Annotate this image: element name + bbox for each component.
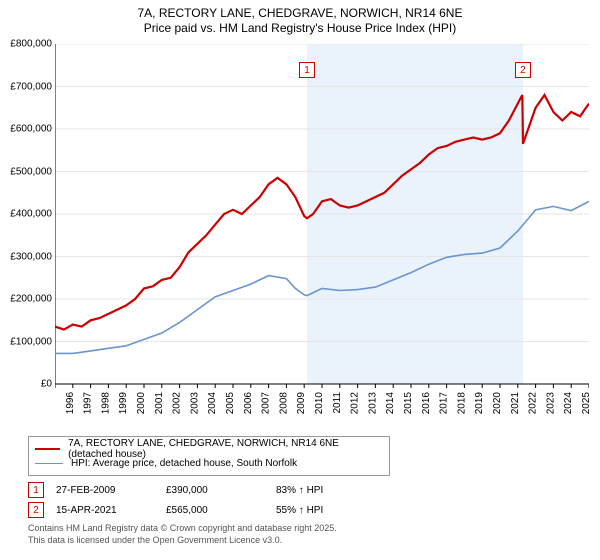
y-tick-label: £300,000 <box>0 251 52 262</box>
svg-text:2016: 2016 <box>421 392 432 414</box>
y-tick-label: £400,000 <box>0 209 52 220</box>
chart-marker-2: 2 <box>515 62 531 78</box>
legend-swatch <box>35 463 63 464</box>
svg-text:2003: 2003 <box>189 392 200 414</box>
marker-row: 1 27-FEB-2009£390,00083% ↑ HPI <box>28 482 588 498</box>
y-tick-label: £200,000 <box>0 294 52 305</box>
svg-text:2009: 2009 <box>296 392 307 414</box>
chart-area: 1995 1996 1997 1998 1999 2000 2001 2002 2003 2004… <box>55 44 589 414</box>
svg-text:1995: 1995 <box>55 392 58 414</box>
y-tick-label: £700,000 <box>0 81 52 92</box>
marker-number-box: 2 <box>28 502 44 518</box>
svg-text:2018: 2018 <box>456 392 467 414</box>
legend-swatch <box>35 448 60 450</box>
marker-pct: 83% ↑ HPI <box>276 485 386 496</box>
svg-text:2006: 2006 <box>243 392 254 414</box>
svg-text:2023: 2023 <box>545 392 556 414</box>
svg-text:2025: 2025 <box>581 392 589 414</box>
svg-text:1998: 1998 <box>100 392 111 414</box>
legend-label: 7A, RECTORY LANE, CHEDGRAVE, NORWICH, NR… <box>68 438 383 460</box>
svg-text:2008: 2008 <box>278 392 289 414</box>
svg-text:2007: 2007 <box>261 392 272 414</box>
svg-text:2022: 2022 <box>528 392 539 414</box>
svg-text:2019: 2019 <box>474 392 485 414</box>
svg-text:2005: 2005 <box>225 392 236 414</box>
svg-text:2004: 2004 <box>207 392 218 414</box>
marker-date: 15-APR-2021 <box>56 505 166 516</box>
marker-table: 1 27-FEB-2009£390,00083% ↑ HPI 2 15-APR-202… <box>28 482 588 518</box>
legend-row: 7A, RECTORY LANE, CHEDGRAVE, NORWICH, NR… <box>35 441 383 456</box>
marker-pct: 55% ↑ HPI <box>276 505 386 516</box>
svg-text:2011: 2011 <box>332 392 343 414</box>
svg-text:2020: 2020 <box>492 392 503 414</box>
legend-box: 7A, RECTORY LANE, CHEDGRAVE, NORWICH, NR… <box>28 436 390 476</box>
svg-text:2015: 2015 <box>403 392 414 414</box>
y-tick-label: £0 <box>0 379 52 390</box>
title-line-2: Price paid vs. HM Land Registry's House … <box>0 21 600 36</box>
marker-row: 2 15-APR-2021£565,00055% ↑ HPI <box>28 502 588 518</box>
svg-text:1997: 1997 <box>83 392 94 414</box>
title-block: 7A, RECTORY LANE, CHEDGRAVE, NORWICH, NR… <box>0 0 600 36</box>
svg-text:2010: 2010 <box>314 392 325 414</box>
svg-text:2013: 2013 <box>367 392 378 414</box>
y-tick-label: £500,000 <box>0 166 52 177</box>
svg-text:1999: 1999 <box>118 392 129 414</box>
y-tick-label: £600,000 <box>0 124 52 135</box>
x-axis-labels: 1995 1996 1997 1998 1999 2000 2001 2002 2003 2004… <box>55 384 589 414</box>
svg-text:2000: 2000 <box>136 392 147 414</box>
svg-text:2024: 2024 <box>563 392 574 414</box>
svg-text:2002: 2002 <box>172 392 183 414</box>
legend-label: HPI: Average price, detached house, Sout… <box>71 458 297 469</box>
svg-text:2012: 2012 <box>350 392 361 414</box>
chart-container: 7A, RECTORY LANE, CHEDGRAVE, NORWICH, NR… <box>0 0 600 560</box>
svg-text:2021: 2021 <box>510 392 521 414</box>
marker-price: £565,000 <box>166 505 276 516</box>
attribution: Contains HM Land Registry data © Crown c… <box>28 522 588 546</box>
attribution-line-2: This data is licensed under the Open Gov… <box>28 534 588 546</box>
svg-text:1996: 1996 <box>65 392 76 414</box>
marker-price: £390,000 <box>166 485 276 496</box>
chart-marker-1: 1 <box>299 62 315 78</box>
marker-number-box: 1 <box>28 482 44 498</box>
svg-text:2014: 2014 <box>385 392 396 414</box>
y-tick-label: £100,000 <box>0 336 52 347</box>
svg-text:2017: 2017 <box>439 392 450 414</box>
footer: 7A, RECTORY LANE, CHEDGRAVE, NORWICH, NR… <box>28 436 588 546</box>
attribution-line-1: Contains HM Land Registry data © Crown c… <box>28 522 588 534</box>
marker-date: 27-FEB-2009 <box>56 485 166 496</box>
y-tick-label: £800,000 <box>0 39 52 50</box>
title-line-1: 7A, RECTORY LANE, CHEDGRAVE, NORWICH, NR… <box>0 6 600 21</box>
svg-text:2001: 2001 <box>154 392 165 414</box>
chart-svg: 1995 1996 1997 1998 1999 2000 2001 2002 2003 2004… <box>55 44 589 414</box>
